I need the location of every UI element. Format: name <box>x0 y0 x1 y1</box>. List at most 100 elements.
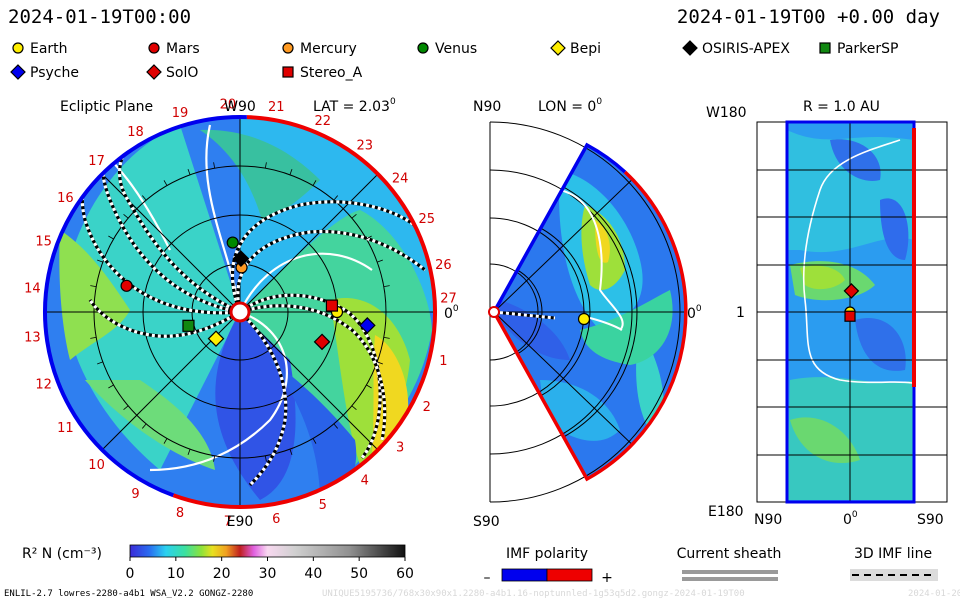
carrington-tick-14: 14 <box>24 282 41 297</box>
carrington-tick-16: 16 <box>57 191 74 206</box>
ecliptic-lat: LAT = 2.030 <box>313 97 396 115</box>
colorbar-tick-40: 40 <box>304 566 322 582</box>
parkersp-legend-icon <box>819 42 831 54</box>
ecliptic-title: Ecliptic Plane <box>60 99 153 115</box>
carrington-tick-6: 6 <box>272 512 280 527</box>
psyche-legend-icon <box>10 64 26 80</box>
colorbar-tick-30: 30 <box>259 566 277 582</box>
footer-run: UNIQUE5195736/768x30x90x1.2280-a4b1.16-n… <box>322 589 745 599</box>
legend-label-osiris-apex: OSIRIS-APEX <box>702 41 790 57</box>
colorbar-label: R² N (cm⁻³) <box>22 546 102 562</box>
carrington-tick-18: 18 <box>127 125 144 140</box>
imf-positive-swatch <box>546 568 593 582</box>
legend-label-solo: SolO <box>166 65 198 81</box>
carrington-tick-25: 25 <box>418 212 435 227</box>
parkersp-marker <box>182 319 195 332</box>
carrington-tick-21: 21 <box>268 100 285 115</box>
stereo-a-marker <box>325 299 339 312</box>
header-left-time: 2024-01-19T00:00 <box>8 6 191 28</box>
solo-legend-icon <box>146 64 162 80</box>
meridional-top-label: N90 <box>473 99 501 115</box>
carrington-tick-7: 7 <box>224 515 232 530</box>
footer-date: 2024-01-20 <box>908 589 960 599</box>
mars-marker <box>120 279 133 292</box>
meridional-lon: LON = 00 <box>538 97 602 115</box>
imf-line-title: 3D IMF line <box>854 546 932 562</box>
bepi-legend-icon <box>550 40 566 56</box>
radial-objects <box>843 283 860 322</box>
carrington-tick-15: 15 <box>35 235 52 250</box>
ecliptic-bottom-label: E90 <box>227 514 254 530</box>
earth-legend-icon <box>12 42 24 54</box>
stereo-a-radial-marker <box>844 310 856 322</box>
legend-label-stereo-a: Stereo_A <box>300 65 363 81</box>
stereo-a-legend-icon <box>282 66 294 78</box>
bepi-marker <box>207 330 225 348</box>
radial-x-label-n90: N90 <box>754 512 782 528</box>
ecliptic-right-label: 00 <box>444 304 459 322</box>
imf-polarity-legend: IMF polarity – + <box>484 546 613 586</box>
meridional-bottom-label: S90 <box>473 514 500 530</box>
legend-label-parkersp: ParkerSP <box>837 41 898 57</box>
carrington-tick-24: 24 <box>392 172 409 187</box>
radial-x-label-0: 00 <box>843 510 858 528</box>
meridional-right-label: 00 <box>687 304 702 322</box>
radial-title: R = 1.0 AU <box>803 99 880 115</box>
legend-label-venus: Venus <box>435 41 477 57</box>
venus-marker <box>226 236 239 249</box>
legend-label-psyche: Psyche <box>30 65 79 81</box>
carrington-tick-27: 27 <box>440 291 457 306</box>
colorbar-tick-60: 60 <box>396 566 414 582</box>
legend-label-bepi: Bepi <box>570 41 601 57</box>
solo-marker <box>313 333 331 351</box>
colorbar: R² N (cm⁻³) 0 10 20 30 40 50 60 <box>22 544 414 582</box>
carrington-tick-26: 26 <box>435 258 452 273</box>
legend-label-mercury: Mercury <box>300 41 357 57</box>
colorbar-tick-0: 0 <box>126 566 135 582</box>
carrington-tick-2: 2 <box>423 400 431 415</box>
ecliptic-rim <box>43 115 437 509</box>
legend-label-mars: Mars <box>166 41 200 57</box>
radial-bottom-label: E180 <box>708 504 744 520</box>
carrington-tick-22: 22 <box>315 114 332 129</box>
colorbar-tick-20: 20 <box>213 566 231 582</box>
carrington-tick-1: 1 <box>439 354 447 369</box>
radial-panel: W180 R = 1.0 AU E180 1 N90 00 S90 <box>706 99 948 528</box>
radial-x-label-s90: S90 <box>917 512 944 528</box>
rim-negative <box>43 115 247 498</box>
carrington-tick-19: 19 <box>172 106 189 121</box>
mercury-legend-icon <box>282 42 294 54</box>
imf-line-legend: 3D IMF line <box>850 546 938 581</box>
ecliptic-top-label: W90 <box>224 99 256 115</box>
object-legend: Earth Mars Mercury Venus Bepi OSIRIS-APEX Park… <box>10 40 898 81</box>
imf-minus: – <box>484 570 491 586</box>
carrington-tick-20: 20 <box>220 97 237 112</box>
meridional-objects <box>577 312 591 326</box>
imf-polarity-title: IMF polarity <box>506 546 588 562</box>
colorbar-ticks: 0 10 20 30 40 50 60 <box>126 557 414 582</box>
carrington-tick-23: 23 <box>357 138 374 153</box>
carrington-tick-9: 9 <box>131 487 139 502</box>
legend-label-earth: Earth <box>30 41 68 57</box>
header-right-time: 2024-01-19T00 +0.00 day <box>677 6 940 28</box>
current-sheath-title: Current sheath <box>677 546 782 562</box>
rim-positive <box>172 115 437 509</box>
imf-negative-swatch <box>501 568 548 582</box>
carrington-tick-5: 5 <box>319 498 327 513</box>
mars-legend-icon <box>148 42 160 54</box>
footer-model: ENLIL-2.7 lowres-2280-a4b1 WSA_V2.2 GONG… <box>4 589 253 599</box>
carrington-tick-11: 11 <box>57 421 74 436</box>
sun-marker <box>229 301 251 323</box>
current-sheath-legend: Current sheath <box>677 546 782 581</box>
carrington-tick-13: 13 <box>24 330 41 345</box>
radial-top-label: W180 <box>706 105 747 121</box>
psyche-marker <box>358 317 376 334</box>
colorbar-tick-10: 10 <box>167 566 185 582</box>
colorbar-tick-50: 50 <box>350 566 368 582</box>
imf-plus: + <box>601 570 613 586</box>
carrington-tick-17: 17 <box>88 154 105 169</box>
earth-meridional-marker <box>577 312 591 326</box>
carrington-tick-3: 3 <box>396 440 404 455</box>
